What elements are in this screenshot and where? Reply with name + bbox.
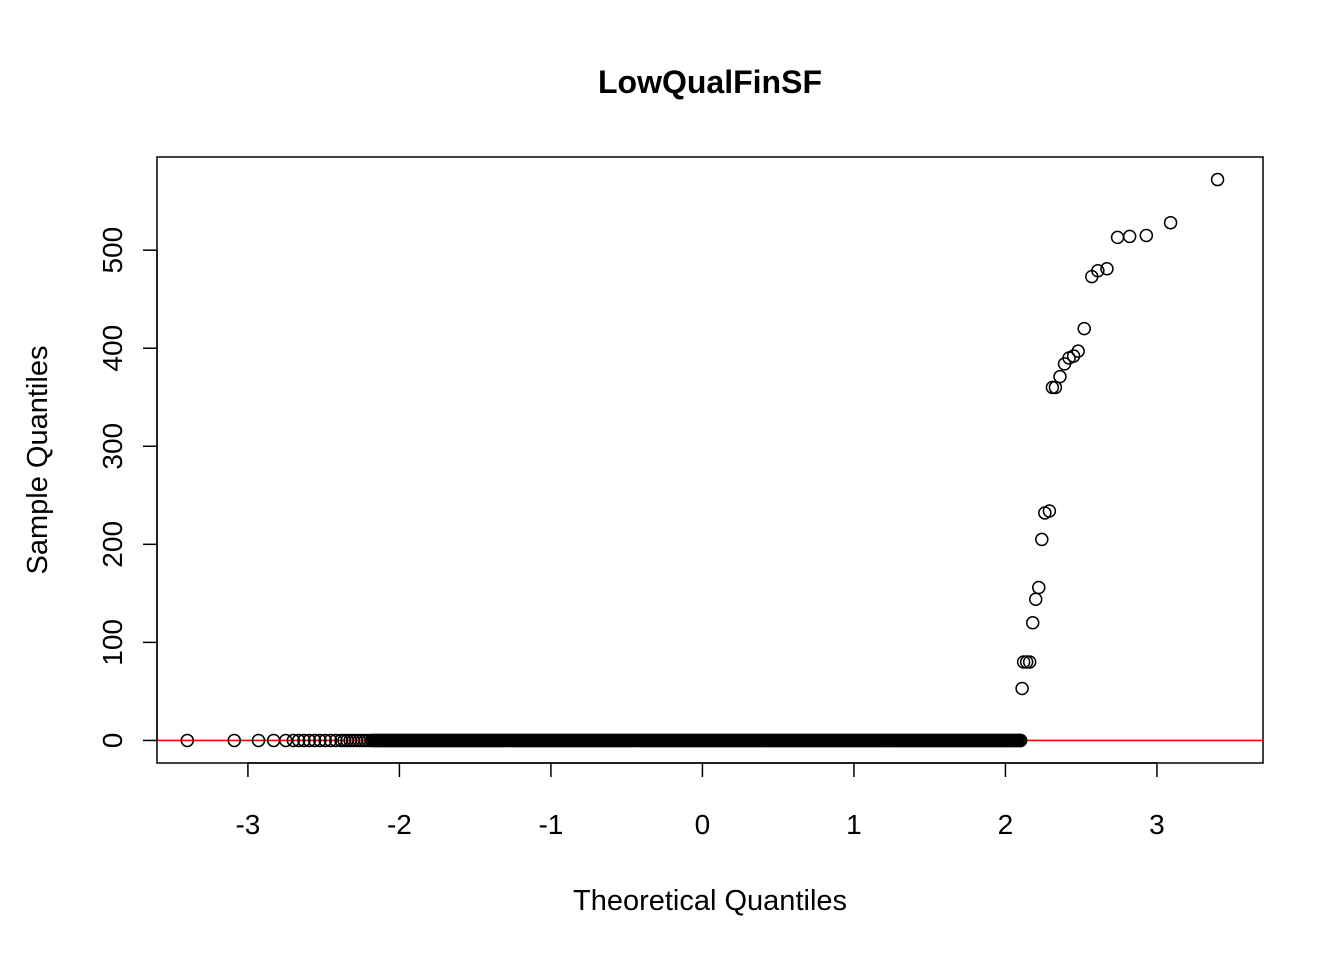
data-point <box>1053 369 1067 384</box>
data-point <box>1019 655 1034 669</box>
data-points <box>180 172 1225 748</box>
x-tick-label: -3 <box>235 809 260 840</box>
data-point <box>1122 229 1137 244</box>
x-tick-label: 0 <box>695 809 711 840</box>
zero-point <box>286 733 301 748</box>
data-point <box>1015 681 1029 696</box>
plot-frame <box>156 156 1264 764</box>
data-point <box>1077 321 1091 336</box>
zero-point <box>251 733 266 748</box>
data-point <box>1032 580 1046 595</box>
y-tick-label: 300 <box>97 423 128 470</box>
data-point <box>1163 215 1178 230</box>
zero-point <box>313 733 327 748</box>
x-tick-label: -2 <box>387 809 412 840</box>
x-tick-label: 2 <box>998 809 1014 840</box>
y-axis: 0 100 200 300 400 500 <box>97 227 158 749</box>
x-tick-label: -1 <box>538 809 563 840</box>
zero-point <box>318 733 332 748</box>
data-point <box>1091 263 1105 278</box>
data-point <box>1045 380 1060 395</box>
data-point <box>1210 172 1225 187</box>
y-axis-label: Sample Quantiles <box>22 346 54 575</box>
x-tick-label: 1 <box>846 809 862 840</box>
zero-point <box>307 733 322 748</box>
data-point <box>1066 349 1081 363</box>
y-tick-label: 0 <box>97 733 128 749</box>
data-point <box>1110 230 1125 245</box>
data-point <box>1025 616 1040 630</box>
chart-title: LowQualFinSF <box>598 64 822 100</box>
zero-point <box>302 733 317 748</box>
data-point <box>1035 532 1049 547</box>
data-point <box>1100 262 1114 276</box>
zero-point <box>279 733 293 748</box>
data-point <box>1028 592 1043 606</box>
zero-point <box>1013 733 1028 748</box>
y-tick-label: 100 <box>97 619 128 666</box>
data-point <box>1022 655 1037 669</box>
y-tick-label: 400 <box>97 325 128 372</box>
zero-point <box>291 733 306 748</box>
zero-point <box>323 733 338 748</box>
data-point <box>1042 504 1057 518</box>
zero-point <box>297 733 311 748</box>
data-point <box>1139 228 1154 243</box>
y-tick-label: 200 <box>97 521 128 568</box>
x-axis-label: Theoretical Quantiles <box>573 885 847 917</box>
data-point <box>1071 344 1085 358</box>
x-tick-label: 3 <box>1149 809 1165 840</box>
zero-point <box>180 733 195 748</box>
zero-point <box>227 733 242 748</box>
y-tick-label: 500 <box>97 227 128 274</box>
x-axis: -3 -2 -1 0 1 2 3 <box>235 762 1165 840</box>
